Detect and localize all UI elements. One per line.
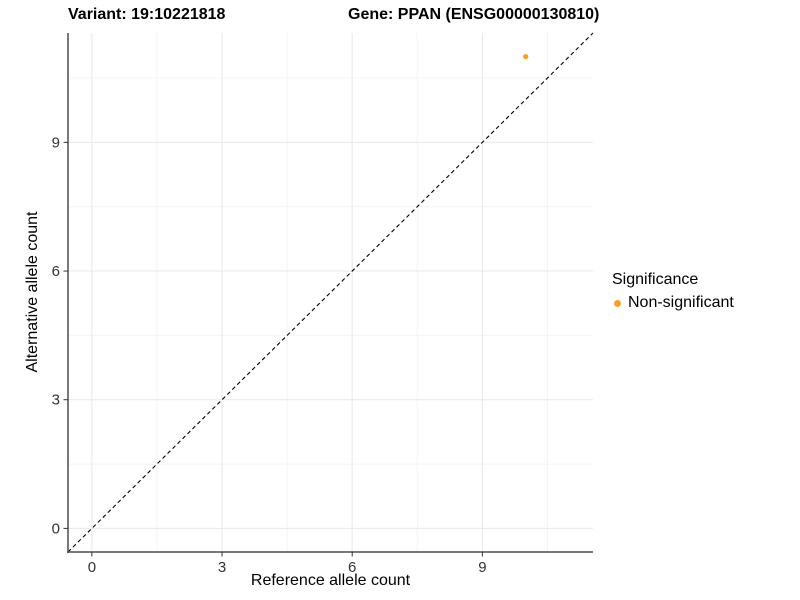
identity-dashed-line	[67, 32, 594, 553]
y-tick-label: 6	[52, 263, 60, 280]
y-tick-label: 3	[52, 392, 60, 409]
x-tick-label: 6	[348, 559, 356, 576]
legend: Significance Non-significant	[612, 271, 734, 312]
x-axis-title: Reference allele count	[250, 572, 411, 589]
legend-point-icon	[614, 299, 621, 307]
plot-title-gene: Gene: PPAN (ENSG00000130810)	[348, 6, 600, 23]
y-tick-label: 9	[52, 134, 60, 151]
legend-label: Non-significant	[628, 294, 734, 311]
legend-title: Significance	[612, 271, 699, 288]
legend-item: Non-significant	[612, 294, 734, 312]
y-tick-label: 0	[52, 520, 60, 537]
y-axis-title: Alternative allele count	[24, 211, 41, 373]
plot-title-variant: Variant: 19:10221818	[68, 6, 226, 23]
x-tick-label: 9	[478, 559, 486, 576]
x-tick-label: 3	[218, 559, 226, 576]
x-tick-label: 0	[88, 559, 96, 576]
data-point	[523, 53, 529, 60]
